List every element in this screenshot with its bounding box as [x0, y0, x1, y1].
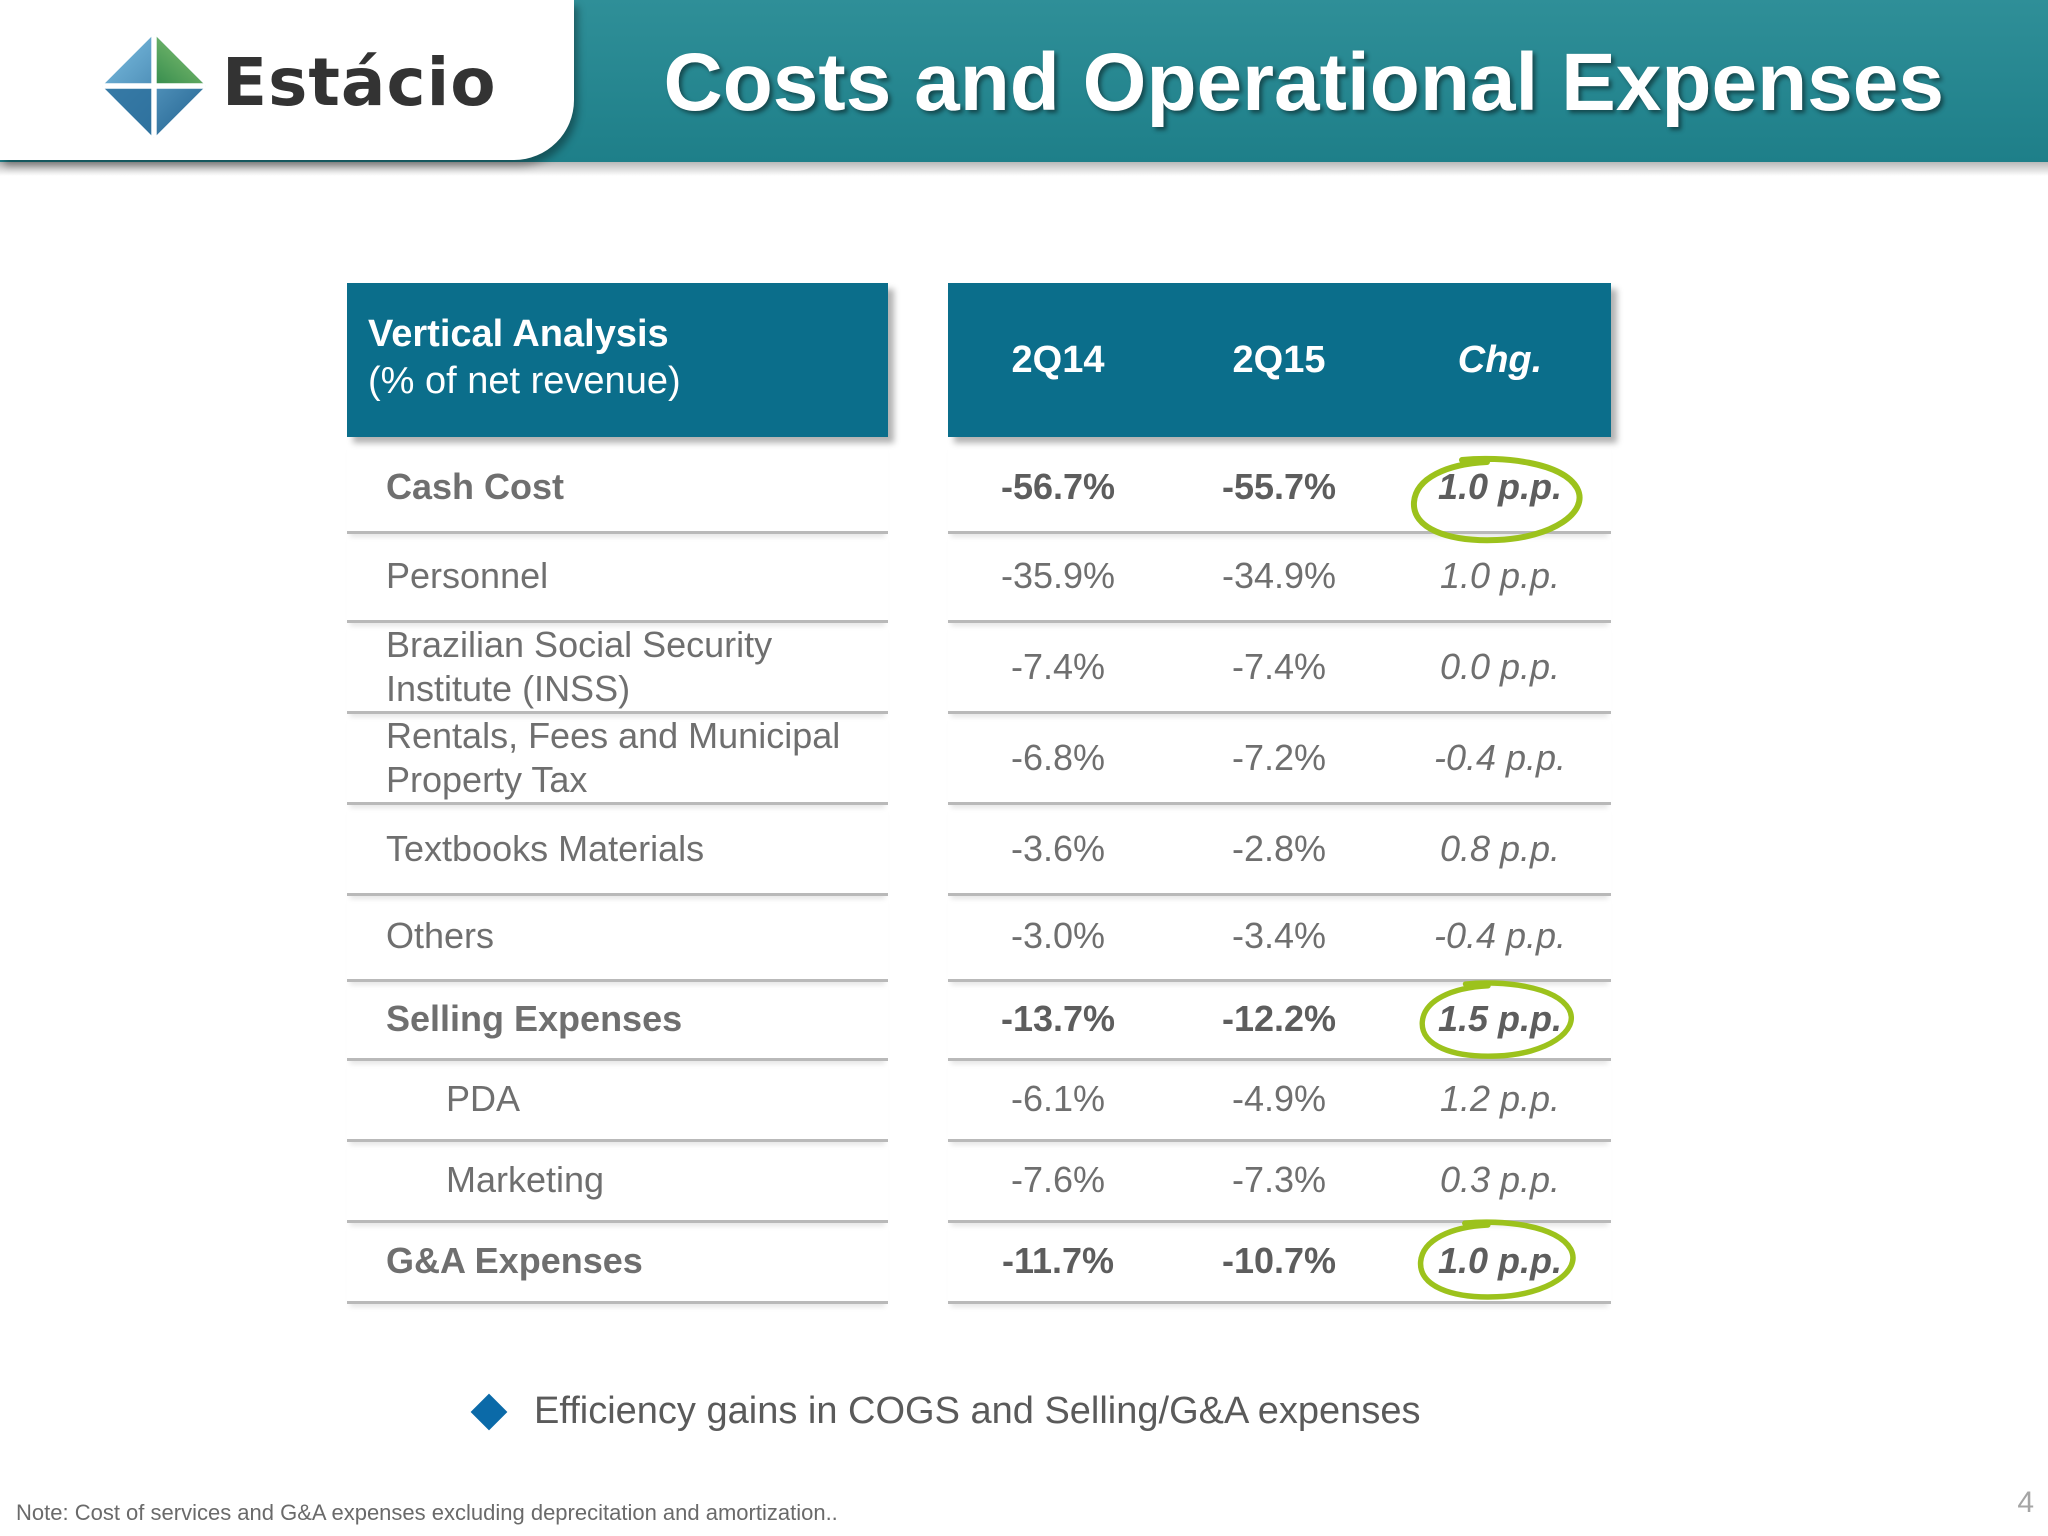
- value-chg: -0.4 p.p.: [1433, 736, 1567, 778]
- value-2q15: -3.4%: [1231, 915, 1327, 956]
- row-label-cell: Marketing: [347, 1139, 888, 1223]
- logo-wordmark: Estácio: [222, 44, 497, 121]
- value-2q14: -56.7%: [1000, 465, 1116, 507]
- logo-panel: Estácio: [0, 0, 574, 160]
- value-2q15: -7.4%: [1231, 645, 1327, 687]
- row-label-cell: Selling Expenses: [347, 979, 888, 1061]
- value-chg: 0.8 p.p.: [1439, 827, 1561, 869]
- row-label-cell: Personnel: [347, 531, 888, 623]
- value-chg: 1.5 p.p.: [1437, 997, 1563, 1039]
- row-label-cell: Brazilian Social Security Institute (INS…: [347, 622, 888, 714]
- row-label-cell: Cash Cost: [347, 442, 888, 534]
- row-label: Marketing: [446, 1158, 605, 1200]
- row-values-cell: -56.7% -55.7% 1.0 p.p.: [948, 442, 1611, 544]
- row-values-cell: -3.6% -2.8% 0.8 p.p.: [948, 804, 1611, 896]
- value-2q14: -3.6%: [1010, 827, 1106, 869]
- value-2q14: -7.4%: [1010, 645, 1106, 687]
- value-2q15: -55.7%: [1221, 465, 1337, 507]
- value-2q14: -6.8%: [1010, 736, 1106, 778]
- table-row-ga-expenses: G&A Expenses -11.7% -10.7% 1.0 p.p.: [0, 1219, 2048, 1304]
- table-row-cash-cost: Cash Cost -56.7% -55.7% 1.0 p.p.: [0, 442, 2048, 544]
- diamond-bullet-icon: [470, 1393, 508, 1431]
- row-label: Textbooks Materials: [386, 827, 705, 869]
- value-2q14: -13.7%: [1000, 997, 1116, 1039]
- value-2q15: -4.9%: [1231, 1077, 1327, 1119]
- value-2q15: -2.8%: [1231, 827, 1327, 869]
- title-banner-shadow: [0, 162, 2048, 176]
- value-2q15: -12.2%: [1221, 997, 1337, 1039]
- value-2q15: -7.3%: [1231, 1158, 1327, 1200]
- page-title: Costs and Operational Expenses: [663, 37, 1945, 128]
- row-label: G&A Expenses: [386, 1239, 643, 1281]
- row-label-cell: Others: [347, 893, 888, 982]
- value-2q14: -6.1%: [1010, 1077, 1106, 1119]
- row-values-cell: -7.4% -7.4% 0.0 p.p.: [948, 622, 1611, 714]
- row-label-cell: Rentals, Fees and Municipal Property Tax: [347, 713, 888, 805]
- table-row-others: Others -3.0% -3.4% -0.4 p.p.: [0, 893, 2048, 982]
- value-2q14: -7.6%: [1010, 1158, 1106, 1200]
- table-row-selling-expenses: Selling Expenses -13.7% -12.2% 1.5 p.p.: [0, 979, 2048, 1061]
- column-header-2q15: 2Q15: [1232, 338, 1326, 381]
- row-values-cell: -13.7% -12.2% 1.5 p.p.: [948, 979, 1611, 1061]
- table-row-rentals: Rentals, Fees and Municipal Property Tax…: [0, 713, 2048, 805]
- bullet-text: Efficiency gains in COGS and Selling/G&A…: [534, 1390, 1421, 1432]
- row-values-cell: -11.7% -10.7% 1.0 p.p.: [948, 1219, 1611, 1304]
- value-2q14: -35.9%: [1000, 554, 1116, 596]
- value-2q15: -10.7%: [1221, 1239, 1337, 1281]
- row-label: Brazilian Social Security Institute (INS…: [386, 623, 773, 709]
- row-label-cell: PDA: [347, 1058, 888, 1142]
- table-row-textbooks: Textbooks Materials -3.6% -2.8% 0.8 p.p.: [0, 804, 2048, 896]
- table-header-columns: 2Q14 2Q15 Chg.: [948, 283, 1611, 437]
- estacio-logo-icon: [102, 34, 206, 138]
- header-label-subtitle: (% of net revenue): [368, 360, 681, 402]
- row-label: PDA: [446, 1077, 521, 1119]
- value-2q15: -34.9%: [1221, 554, 1337, 596]
- value-chg: 1.0 p.p.: [1437, 1239, 1563, 1281]
- row-label: Cash Cost: [386, 465, 565, 507]
- row-label-cell: Textbooks Materials: [347, 804, 888, 896]
- value-2q14: -11.7%: [1001, 1239, 1115, 1281]
- value-chg: -0.4 p.p.: [1433, 915, 1567, 956]
- row-label: Rentals, Fees and Municipal Property Tax: [386, 714, 841, 800]
- row-values-cell: -6.8% -7.2% -0.4 p.p.: [948, 713, 1611, 805]
- page-number: 4: [2017, 1486, 2034, 1519]
- row-values-cell: -7.6% -7.3% 0.3 p.p.: [948, 1139, 1611, 1223]
- row-values-cell: -3.0% -3.4% -0.4 p.p.: [948, 893, 1611, 982]
- table-row-pda: PDA -6.1% -4.9% 1.2 p.p.: [0, 1058, 2048, 1142]
- row-label-cell: G&A Expenses: [347, 1220, 888, 1304]
- column-header-2q14: 2Q14: [1011, 338, 1105, 381]
- value-chg: 1.0 p.p.: [1437, 465, 1563, 507]
- table-row-marketing: Marketing -7.6% -7.3% 0.3 p.p.: [0, 1139, 2048, 1223]
- row-values-cell: -35.9% -34.9% 1.0 p.p.: [948, 531, 1611, 623]
- row-values-cell: -6.1% -4.9% 1.2 p.p.: [948, 1058, 1611, 1142]
- value-chg: 1.2 p.p.: [1439, 1077, 1561, 1119]
- row-label: Others: [386, 915, 495, 956]
- row-label: Personnel: [386, 554, 549, 596]
- column-header-chg: Chg.: [1457, 338, 1543, 381]
- table-row-personnel: Personnel -35.9% -34.9% 1.0 p.p.: [0, 531, 2048, 623]
- header-label-title: Vertical Analysis: [368, 313, 669, 355]
- row-label: Selling Expenses: [386, 997, 683, 1039]
- table-row-inss: Brazilian Social Security Institute (INS…: [0, 622, 2048, 714]
- value-chg: 0.3 p.p.: [1439, 1158, 1561, 1200]
- footnote: Note: Cost of services and G&A expenses …: [16, 1500, 838, 1525]
- value-chg: 0.0 p.p.: [1439, 645, 1561, 687]
- value-2q14: -3.0%: [1010, 915, 1106, 956]
- table-header-label: Vertical Analysis (% of net revenue): [347, 283, 888, 437]
- value-2q15: -7.2%: [1231, 736, 1327, 778]
- value-chg: 1.0 p.p.: [1439, 554, 1561, 596]
